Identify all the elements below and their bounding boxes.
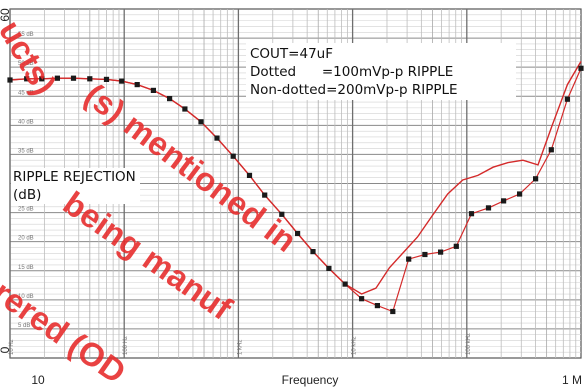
y-tick-label: 0 <box>0 346 12 353</box>
inner-y-label: 25 dB <box>18 207 34 213</box>
series-marker-100mvpp <box>70 75 77 81</box>
annotation-box: COUT=47uF Dotted =100mVp-p RIPPLE Non-do… <box>246 43 516 100</box>
series-marker-100mvpp <box>134 82 140 88</box>
inner-x-label: 10 kHz <box>352 336 358 355</box>
series-marker-100mvpp <box>198 119 204 125</box>
series-marker-100mvpp <box>54 75 60 81</box>
inner-y-label: 10 dB <box>18 294 34 300</box>
series-marker-100mvpp <box>578 65 584 71</box>
series-marker-100mvpp <box>485 205 492 211</box>
series-marker-100mvpp <box>182 106 188 112</box>
series-marker-100mvpp <box>326 265 332 271</box>
inner-x-label: 100 Hz <box>123 336 129 355</box>
x-axis-label: Frequency <box>282 373 339 387</box>
series-marker-100mvpp <box>24 76 30 82</box>
series-marker-100mvpp <box>548 147 554 153</box>
series-marker-100mvpp <box>342 281 348 287</box>
inner-y-label: 20 dB <box>18 236 34 242</box>
inner-y-label: 40 dB <box>18 119 34 125</box>
inner-x-label: 100 kHz <box>466 333 472 355</box>
inner-y-label: 45 dB <box>18 90 34 96</box>
watermark-text: ucts) <box>0 14 64 101</box>
series-marker-100mvpp <box>438 249 444 255</box>
series-marker-100mvpp <box>87 76 93 82</box>
inner-y-label: 5 dB <box>18 323 30 329</box>
annotation-line: Dotted =100mVp-p RIPPLE <box>250 64 454 80</box>
series-marker-100mvpp <box>7 77 13 83</box>
watermark-text: (s) mentioned in <box>77 76 304 259</box>
series-marker-100mvpp <box>533 176 539 182</box>
series-layer <box>7 61 584 315</box>
inner-y-label: 55 dB <box>18 32 34 38</box>
series-marker-100mvpp <box>564 96 570 102</box>
series-marker-100mvpp <box>279 211 285 217</box>
series-marker-100mvpp <box>406 256 412 262</box>
watermark-text: being manuf <box>56 184 239 327</box>
x-tick-label: 10 <box>31 373 45 387</box>
tick-labels: 10 1 M 0 60 <box>0 8 582 387</box>
watermark-text: rered (OD <box>0 273 133 387</box>
y-tick-label: 60 <box>0 8 12 22</box>
series-marker-100mvpp <box>359 296 365 302</box>
inner-x-label: 10 Hz <box>9 339 15 355</box>
series-marker-100mvpp <box>39 76 45 82</box>
inner-x-label: 1 kHz <box>237 340 243 355</box>
series-marker-100mvpp <box>468 211 475 217</box>
inner-y-label: 15 dB <box>18 265 34 271</box>
series-marker-100mvpp <box>374 303 380 309</box>
x-tick-label: 1 M <box>562 373 582 387</box>
series-marker-100mvpp <box>517 191 523 197</box>
series-marker-100mvpp <box>501 198 507 204</box>
series-marker-100mvpp <box>214 135 220 141</box>
series-marker-100mvpp <box>150 87 156 93</box>
series-marker-100mvpp <box>119 78 125 84</box>
series-marker-100mvpp <box>262 192 268 198</box>
annotation-line: Non-dotted=200mVp-p RIPPLE <box>250 82 458 98</box>
series-marker-100mvpp <box>103 76 110 82</box>
series-marker-100mvpp <box>246 172 253 178</box>
series-marker-100mvpp <box>310 249 316 255</box>
y-axis-label-text: RIPPLE REJECTION (dB) <box>13 169 136 203</box>
annotation-line: COUT=47uF <box>250 46 333 62</box>
y-axis-label: RIPPLE REJECTION (dB) <box>11 168 140 204</box>
series-marker-100mvpp <box>295 230 301 237</box>
series-marker-100mvpp <box>422 251 428 258</box>
series-marker-100mvpp <box>230 153 236 159</box>
series-marker-100mvpp <box>167 96 173 102</box>
series-marker-100mvpp <box>453 243 459 249</box>
inner-y-label: 35 dB <box>18 148 34 154</box>
series-marker-100mvpp <box>390 308 396 315</box>
inner-y-label: 50 dB <box>18 61 34 67</box>
